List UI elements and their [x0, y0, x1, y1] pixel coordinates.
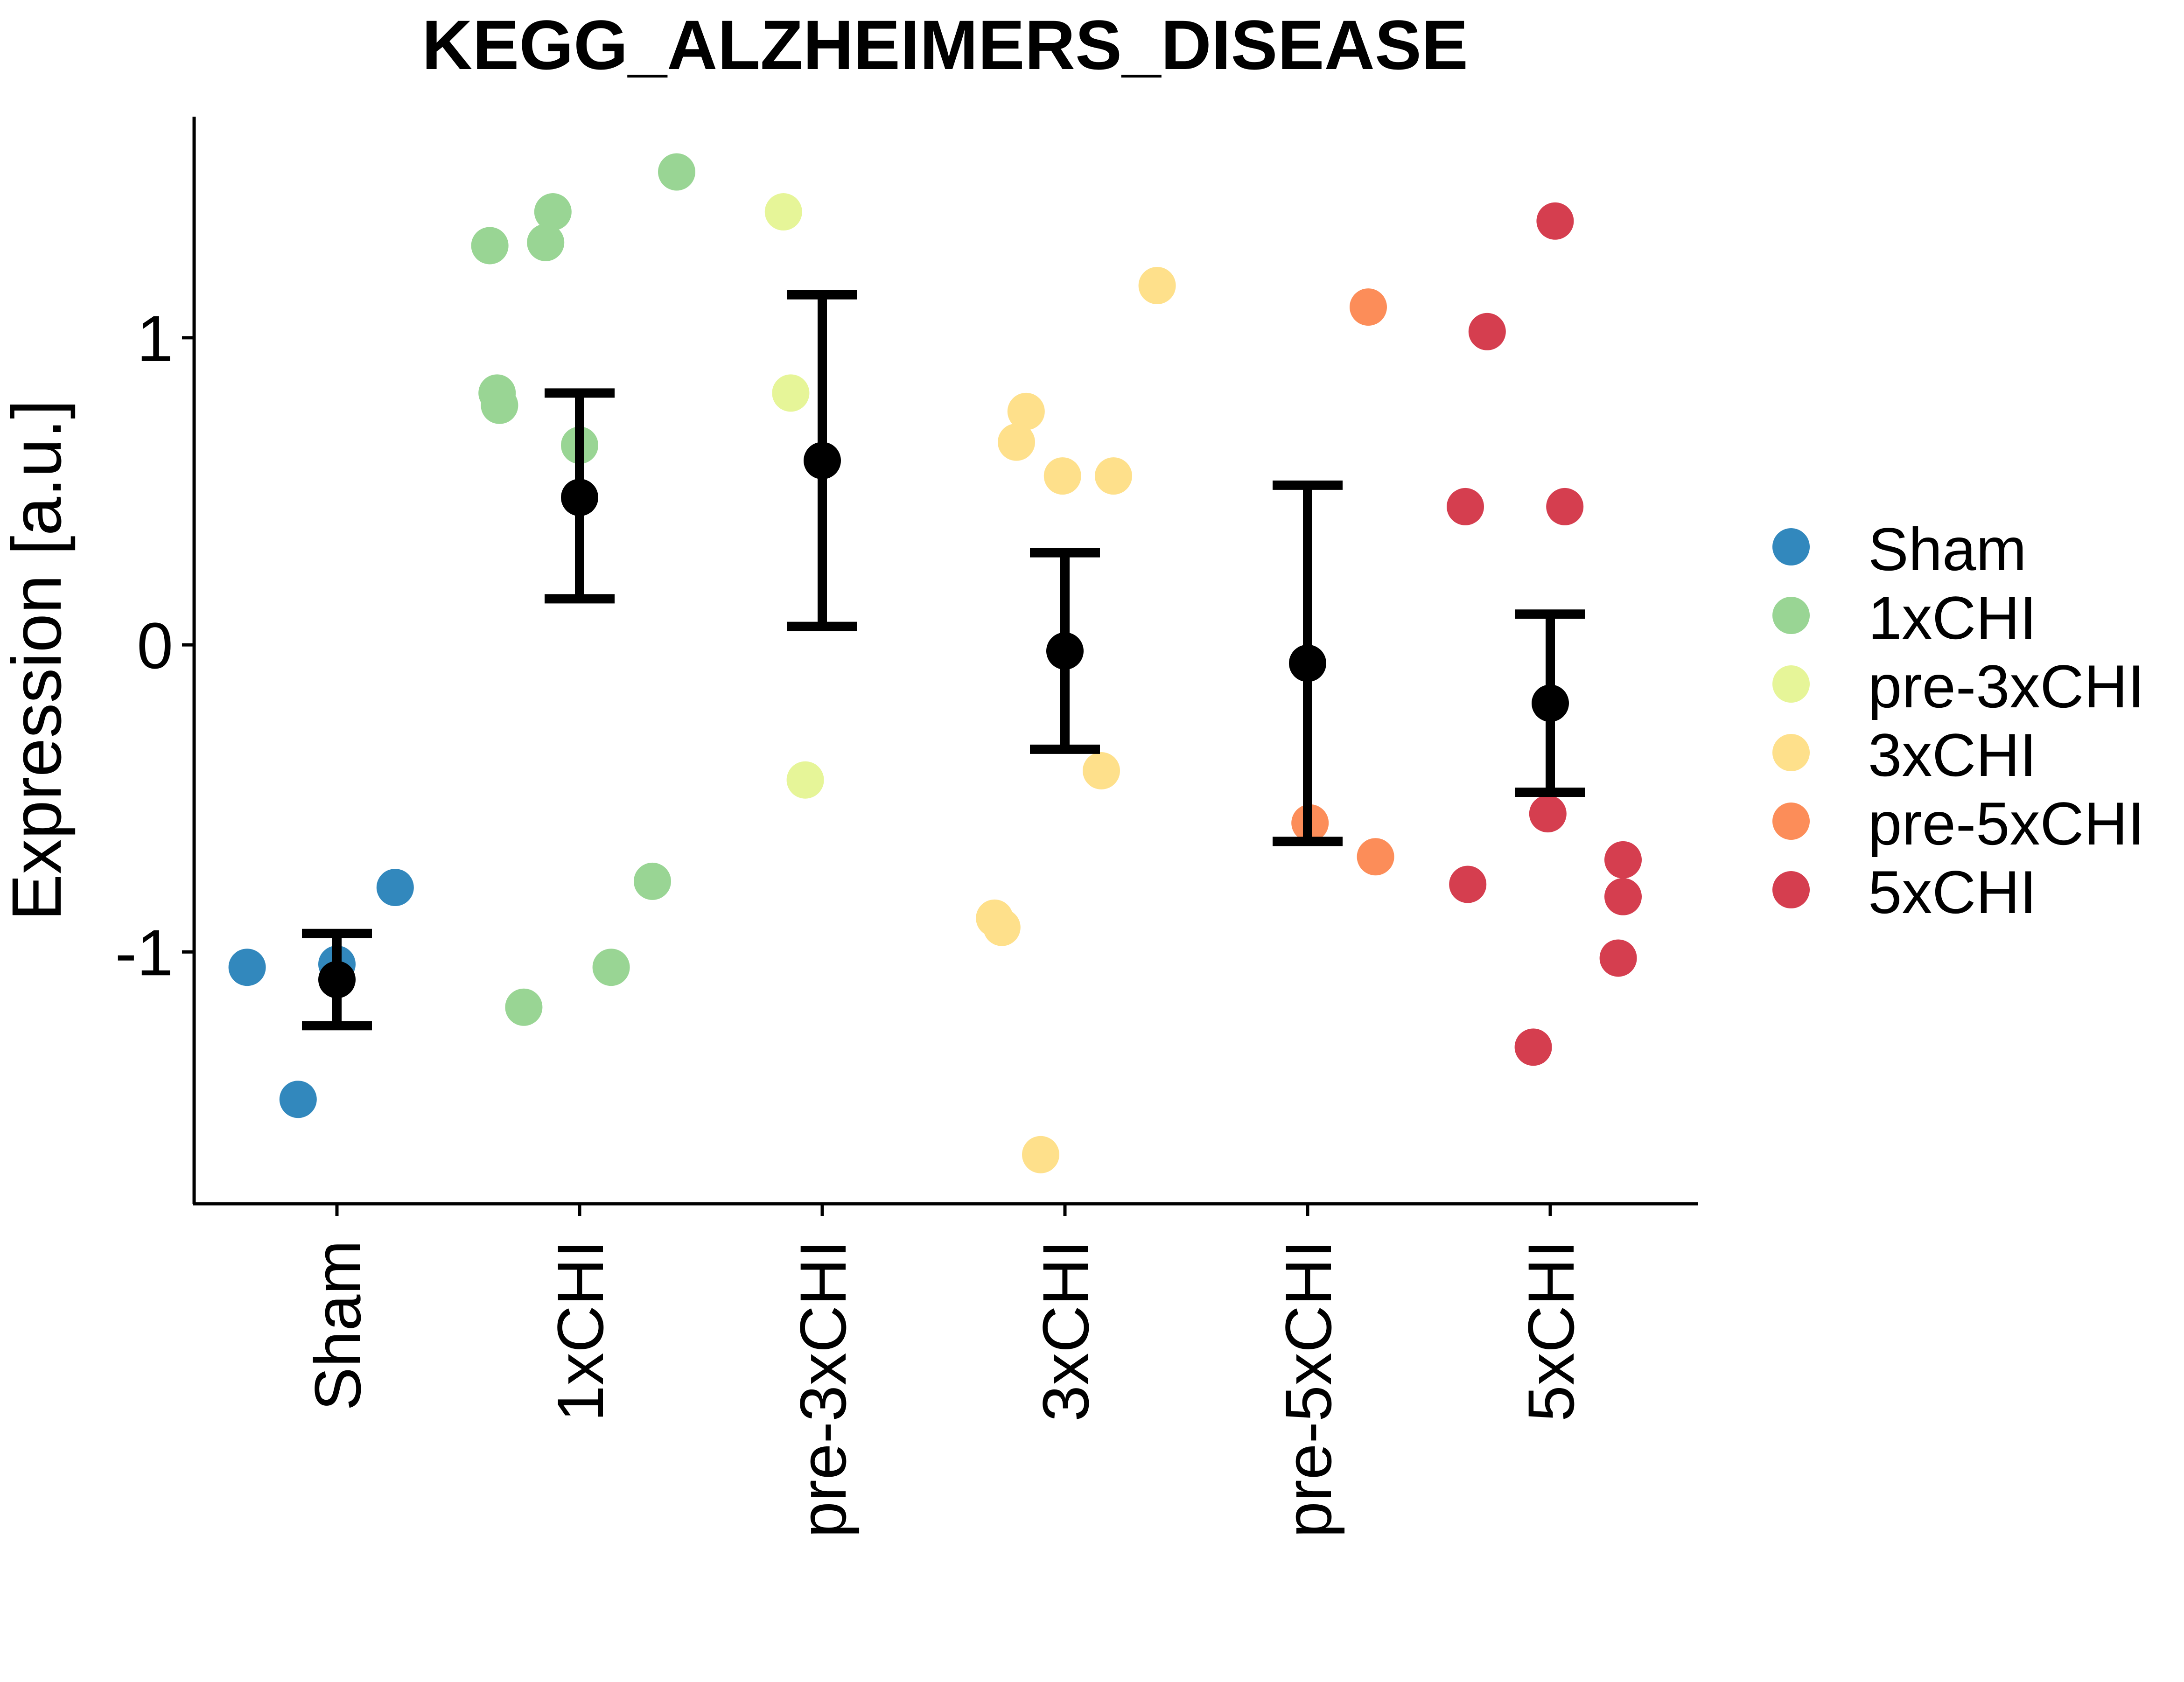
mean-point	[561, 479, 598, 516]
data-point	[228, 949, 266, 986]
y-tick-label: 0	[137, 609, 173, 682]
data-point	[1138, 267, 1176, 305]
legend-label: pre-5xCHI	[1868, 789, 2144, 858]
data-point	[1468, 313, 1506, 350]
chart-title: KEGG_ALZHEIMERS_DISEASE	[422, 6, 1468, 84]
data-point	[592, 949, 630, 986]
legend-marker	[1772, 597, 1810, 634]
x-ticks: Sham 1xCHI pre-3xCHI 3xCHI pre-5xCHI 5xCHI	[301, 1204, 1588, 1538]
mean-errorbars	[302, 290, 1585, 1031]
axes	[192, 117, 1698, 1206]
mean-point	[804, 442, 841, 480]
data-point	[534, 193, 572, 231]
legend-marker	[1772, 528, 1810, 565]
legend-label: 1xCHI	[1868, 584, 2037, 652]
x-tick-label: 1xCHI	[544, 1240, 617, 1422]
data-point	[772, 374, 810, 412]
mean-point	[1289, 644, 1326, 682]
legend-marker	[1772, 734, 1810, 771]
data-point	[1447, 488, 1484, 525]
data-point	[1357, 838, 1394, 876]
data-point	[764, 193, 802, 231]
data-point	[1007, 392, 1045, 430]
legend-marker	[1772, 665, 1810, 703]
data-point	[1095, 457, 1132, 495]
legend-marker	[1772, 871, 1810, 908]
data-point	[998, 423, 1035, 461]
legend-label: pre-3xCHI	[1868, 652, 2144, 720]
x-tick-label: pre-5xCHI	[1272, 1240, 1345, 1538]
data-point	[1546, 488, 1584, 525]
x-tick-label: 5xCHI	[1514, 1240, 1588, 1422]
data-point	[1083, 752, 1120, 789]
data-point	[1043, 457, 1081, 495]
data-point	[481, 386, 518, 424]
data-point	[1529, 795, 1567, 833]
y-tick-label: -1	[115, 916, 173, 989]
data-point	[471, 227, 509, 265]
data-points	[228, 153, 1642, 1173]
data-point	[1604, 841, 1642, 879]
mean-point	[1532, 684, 1569, 722]
data-point	[1022, 1136, 1059, 1173]
data-point	[634, 862, 671, 900]
x-tick-label: 3xCHI	[1029, 1240, 1102, 1422]
data-point	[527, 223, 565, 261]
data-point	[279, 1081, 317, 1118]
legend-label: 5xCHI	[1868, 858, 2037, 926]
data-point	[376, 869, 414, 907]
data-point	[1536, 202, 1574, 240]
legend-marker	[1772, 803, 1810, 840]
mean-point	[1046, 632, 1084, 670]
legend-label: Sham	[1868, 515, 2027, 583]
data-point	[786, 761, 824, 799]
data-point	[505, 988, 543, 1026]
y-axis-label: Expression [a.u.]	[0, 399, 76, 921]
data-point	[1514, 1028, 1552, 1066]
data-point	[658, 153, 695, 191]
data-point	[1449, 865, 1487, 903]
data-point	[983, 908, 1021, 946]
data-point	[1604, 878, 1642, 915]
legend-label: 3xCHI	[1868, 721, 2037, 789]
data-point	[1599, 939, 1637, 977]
x-tick-label: pre-3xCHI	[786, 1240, 860, 1538]
data-point	[1350, 288, 1387, 326]
mean-point	[318, 961, 356, 998]
y-tick-label: 1	[137, 302, 173, 375]
y-ticks: -1 0 1	[115, 302, 194, 989]
x-tick-label: Sham	[301, 1240, 374, 1411]
